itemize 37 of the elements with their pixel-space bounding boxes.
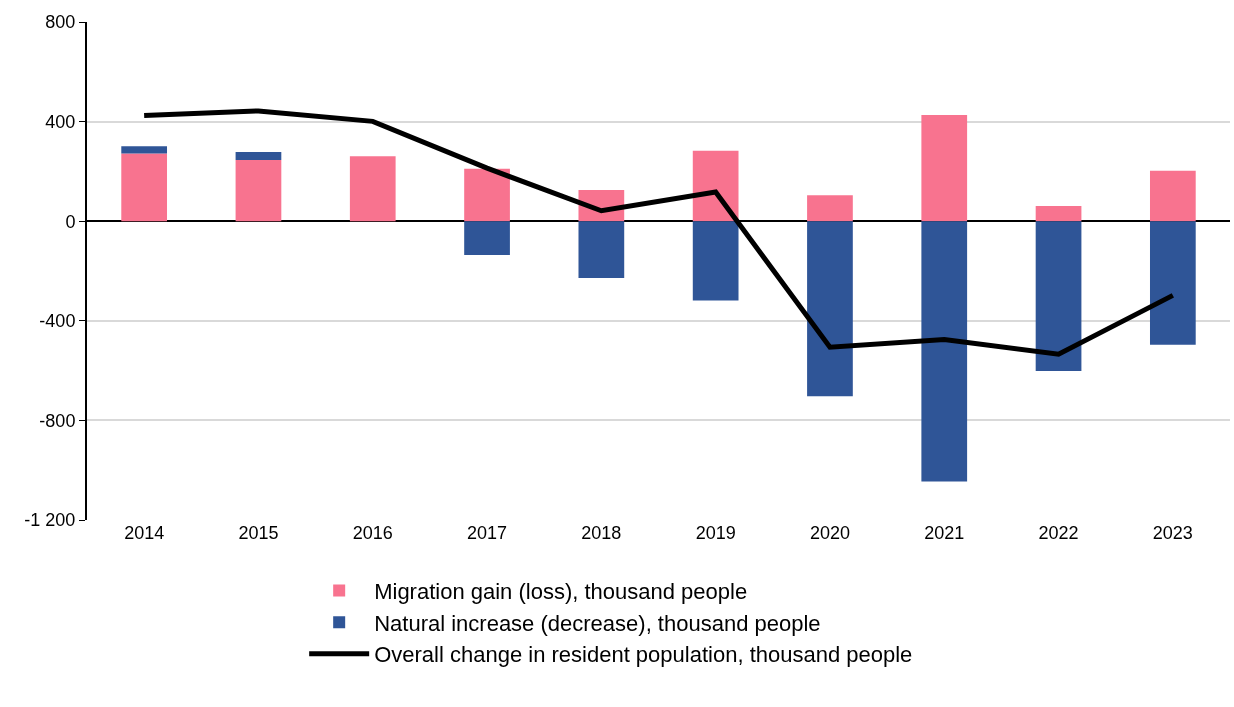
y-tick-label: 0: [65, 211, 76, 232]
bar: [807, 195, 853, 222]
bar: [464, 221, 510, 256]
legend-label: Natural increase (decrease), thousand people: [374, 610, 821, 636]
y-tick-label: -1 200: [24, 510, 76, 531]
x-tick-label: 2018: [581, 523, 622, 543]
legend-label: Migration gain (loss), thousand people: [374, 579, 748, 605]
y-tick-label: 400: [45, 111, 76, 132]
bar: [235, 159, 282, 222]
x-tick-label: 2023: [1152, 523, 1193, 543]
bar: [921, 221, 968, 482]
bar: [464, 168, 510, 222]
y-tick-label: 800: [45, 12, 76, 33]
bar: [1035, 206, 1082, 222]
bar: [1035, 221, 1082, 372]
bar: [121, 146, 168, 154]
legend-label: Overall change in resident population, thousand people: [374, 642, 913, 668]
bar: [235, 151, 282, 160]
bar: [1149, 221, 1196, 345]
y-tick-label: -800: [39, 410, 76, 431]
bar: [807, 221, 853, 397]
bar: [349, 156, 396, 222]
bar: [692, 150, 739, 222]
x-tick-label: 2019: [695, 523, 736, 543]
x-tick-label: 2020: [809, 523, 850, 543]
x-tick-label: 2015: [238, 523, 279, 543]
bar: [121, 153, 168, 222]
x-tick-label: 2021: [924, 523, 965, 543]
bar: [921, 114, 968, 222]
x-tick-label: 2022: [1038, 523, 1079, 543]
bar: [692, 221, 739, 301]
x-tick-label: 2014: [124, 523, 165, 543]
y-tick-label: -400: [39, 311, 76, 332]
x-tick-label: 2016: [352, 523, 393, 543]
bar: [1149, 170, 1196, 222]
bar: [578, 221, 625, 278]
x-tick-label: 2017: [467, 523, 508, 543]
